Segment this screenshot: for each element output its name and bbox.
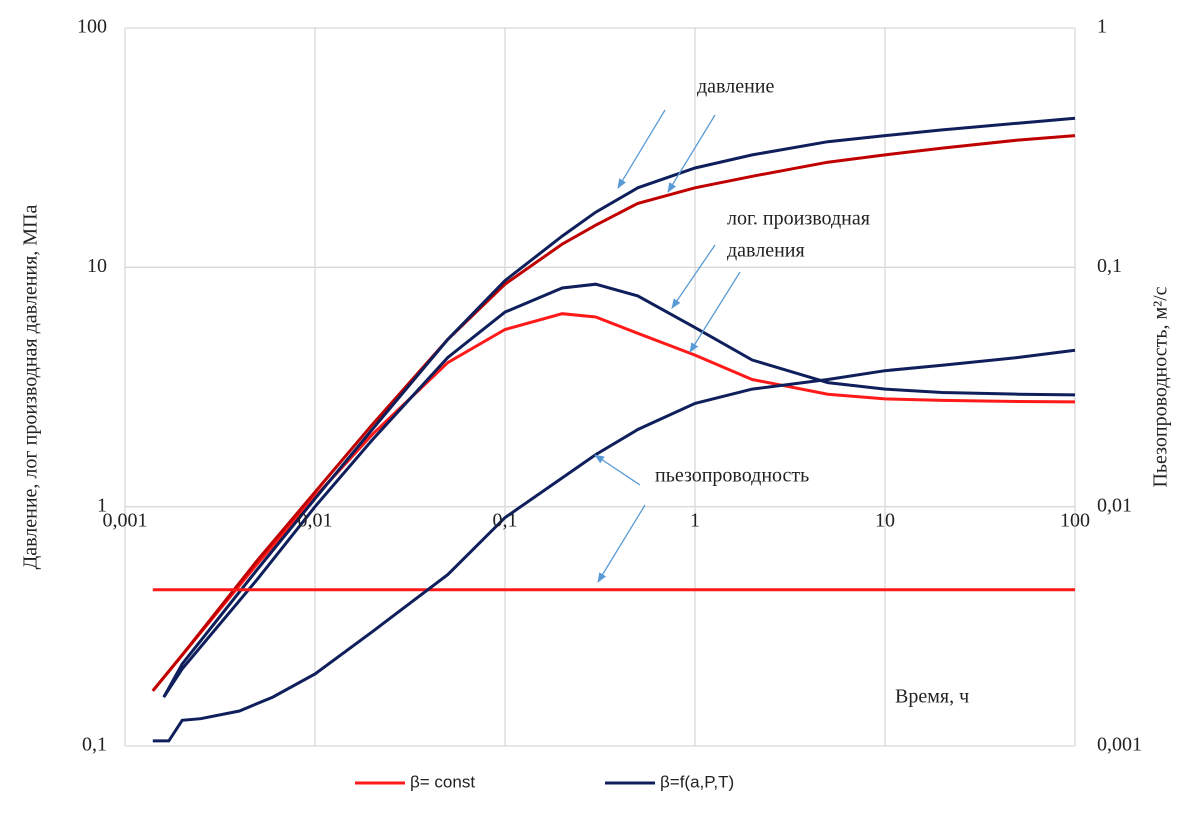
y2-axis-title: Пьезопроводность, м²/с xyxy=(1150,286,1172,487)
series-line xyxy=(151,134,1076,692)
annotation: давления xyxy=(727,240,805,262)
grid xyxy=(124,27,1076,747)
y-tick-label: 0,1 xyxy=(82,734,107,756)
arrow xyxy=(671,244,716,309)
x-tick-label: 1 xyxy=(690,510,700,532)
annotation: Время, ч xyxy=(895,686,969,708)
plot xyxy=(151,116,1076,743)
y-tick-label: 100 xyxy=(77,16,107,38)
y-tick-label: 1 xyxy=(97,494,107,516)
y2-tick-label: 0,001 xyxy=(1097,734,1142,756)
arrow xyxy=(597,504,646,583)
arrow xyxy=(667,114,716,193)
series-line xyxy=(162,116,1076,698)
annotation: пьезопроводность xyxy=(655,465,809,487)
x-tick-label: 100 xyxy=(1060,510,1090,532)
y2-tick-label: 0,01 xyxy=(1097,494,1132,516)
legend-label: β= const xyxy=(410,772,475,791)
series-line xyxy=(162,282,1076,698)
arrow xyxy=(689,271,741,353)
legend-label: β=f(a,P,T) xyxy=(660,772,734,791)
arrow xyxy=(594,454,641,486)
annotation: лог. производная xyxy=(727,208,870,230)
x-tick-label: 0,1 xyxy=(493,510,518,532)
arrows xyxy=(594,109,741,583)
y2-tick-label: 0,1 xyxy=(1097,255,1122,277)
y-axis-title: Давление, лог производная давления, МПа xyxy=(20,204,42,569)
series-line xyxy=(152,348,1076,743)
annotation: давление xyxy=(697,76,774,98)
y-tick-label: 10 xyxy=(87,255,107,277)
series-line xyxy=(151,312,1076,692)
arrow xyxy=(617,109,666,189)
x-tick-label: 10 xyxy=(875,510,895,532)
y2-tick-label: 1 xyxy=(1097,16,1107,38)
x-tick-label: 0,001 xyxy=(103,510,148,532)
x-tick-label: 0,01 xyxy=(298,510,333,532)
